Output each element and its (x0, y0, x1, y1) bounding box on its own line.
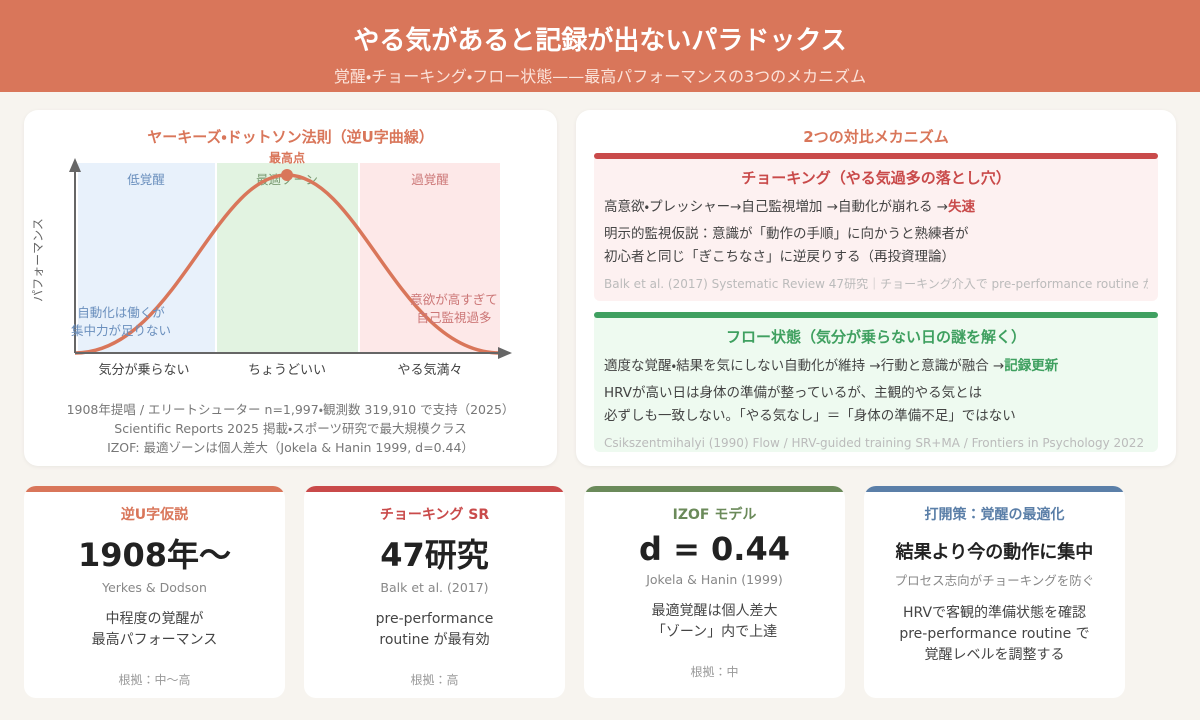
card-label: 打開策：覚醒の最適化 (924, 507, 1065, 523)
zone (217, 163, 358, 352)
summary-card: 逆U字仮説 1908年〜 Yerkes & Dodson 中程度の覚醒が 最高パフォーマ… (24, 486, 285, 698)
card-basis: 根拠：中〜高 (118, 673, 191, 687)
card-figure: 1908年〜 (77, 536, 232, 574)
emphasis: 記録更新 (1004, 358, 1059, 374)
x-label: 気分が乗らない (98, 362, 189, 378)
footnote: Scientific Reports 2025 掲載・スポーツ研究で最大規模クラ… (114, 421, 467, 436)
flow: 適度な覚醒・結果を気にしない自動化が維持 →行動と意識が融合 →記録更新 (604, 355, 1148, 378)
card-line: 最適覚醒は個人差大 (651, 603, 778, 619)
card-figure: 結果より今の動作に集中 (895, 542, 1094, 563)
arrow (69, 158, 81, 172)
card-line: 中程度の覚醒が (105, 611, 204, 627)
footnote: IZOF: 最適ゾーンは個人差大（Jokela & Hanin 1999, d=… (107, 440, 474, 455)
citation: Csikszentmihalyi (1990) Flow / HRV-guide… (604, 436, 1145, 450)
panel-title: 2つの対比メカニズム (803, 128, 949, 146)
card-bar (304, 486, 565, 492)
card-source: Balk et al. (2017) (380, 580, 489, 595)
card-line: HRVで客観的準備状態を確認 (902, 605, 1087, 621)
left-panel: ヤーキーズ・ドットソン法則（逆U字曲線） 低覚醒 最適ゾーン 過覚醒 最高点 パ… (24, 110, 557, 466)
mechanism-card: フロー状態（気分が乗らない日の謎を解く） 適度な覚醒・結果を気にしない自動化が維… (594, 312, 1158, 452)
card-bar (594, 153, 1158, 159)
line: HRVが高い日は身体の準備が整っているが、主観的やる気とは (604, 385, 983, 401)
flow: 高意欲・プレッシャー→自己監視増加 →自動化が崩れる →失速 (604, 196, 1148, 219)
note: 自動化は働くが (77, 305, 165, 320)
card-line: pre-performance routine で (899, 626, 1090, 642)
zone-label: 過覚醒 (411, 172, 449, 187)
card-basis: 根拠：中 (690, 665, 739, 679)
y-axis-label: パフォーマンス (31, 218, 45, 302)
card-figure: d = 0.44 (639, 530, 790, 568)
card-label: 逆U字仮説 (120, 507, 189, 523)
curve-diagram: 低覚醒 最適ゾーン 過覚醒 最高点 パフォーマンス 自動化は働くが 集中力が足り… (31, 150, 512, 378)
card-label: チョーキング SR (379, 507, 490, 523)
card-source: Jokela & Hanin (1999) (646, 572, 783, 587)
footnote: 1908年提唱 / エリートシューター n=1,997・観測数 319,910 … (66, 402, 515, 417)
card-title: フロー状態（気分が乗らない日の謎を解く） (725, 328, 1026, 346)
zone-label: 低覚醒 (127, 172, 165, 187)
peak-dot (281, 169, 293, 181)
line: 明示的監視仮説：意識が「動作の手順」に向かうと熟練者が (604, 226, 969, 242)
card-bar (584, 486, 845, 492)
card-label: IZOF モデル (672, 507, 757, 523)
subtitle: 覚醒・チョーキング・フロー状態——最高パフォーマンスの3つのメカニズム (333, 67, 867, 86)
card-bar (24, 486, 285, 492)
footnotes: 1908年提唱 / エリートシューター n=1,997・観測数 319,910 … (24, 400, 557, 457)
mechanism-card: チョーキング（やる気過多の落とし穴） 高意欲・プレッシャー→自己監視増加 →自動… (594, 153, 1158, 301)
summary-card: IZOF モデル d = 0.44 Jokela & Hanin (1999) 最適覚… (584, 486, 845, 698)
note: 集中力が足りない (71, 323, 171, 338)
card-line: routine が最有効 (379, 632, 490, 648)
card-line: 「ゾーン」内で上達 (651, 624, 778, 640)
note: 自己監視過多 (416, 310, 491, 325)
header: やる気があると記録が出ないパラドックス 覚醒・チョーキング・フロー状態——最高パ… (0, 0, 1200, 92)
title: やる気があると記録が出ないパラドックス (353, 26, 847, 56)
card-line: pre-performance (375, 611, 494, 627)
summary-card: チョーキング SR 47研究 Balk et al. (2017) pre-perfo… (304, 486, 565, 698)
line: 初心者と同じ「ぎこちなさ」に逆戻りする（再投資理論） (604, 249, 955, 265)
card-line: 最高パフォーマンス (91, 632, 218, 648)
card-title: チョーキング（やる気過多の落とし穴） (741, 169, 1011, 187)
card-bar (594, 312, 1158, 318)
card-line: 覚醒レベルを調整する (924, 647, 1065, 663)
note: 意欲が高すぎて (410, 292, 498, 307)
peak-label: 最高点 (269, 150, 305, 165)
card-source: プロセス志向がチョーキングを防ぐ (894, 573, 1095, 588)
panel-title: ヤーキーズ・ドットソン法則（逆U字曲線） (147, 128, 434, 146)
line: 必ずしも一致しない。「やる気なし」＝「身体の準備不足」ではない (604, 408, 1016, 424)
card-bar (864, 486, 1125, 492)
x-label: やる気満々 (397, 362, 462, 378)
card-source: Yerkes & Dodson (102, 580, 207, 595)
card-figure: 47研究 (380, 536, 489, 574)
flow-text: 適度な覚醒・結果を気にしない自動化が維持 →行動と意識が融合 → (604, 358, 1005, 374)
flow-text: 高意欲・プレッシャー→自己監視増加 →自動化が崩れる → (604, 199, 949, 215)
summary-card: 打開策：覚醒の最適化結果より今の動作に集中プロセス志向がチョーキングを防ぐ HRV… (864, 486, 1125, 698)
card-basis: 根拠：高 (410, 673, 459, 687)
right-panel: 2つの対比メカニズム チョーキング（やる気過多の落とし穴） 高意欲・プレッシャー… (576, 110, 1176, 466)
citation: Balk et al. (2017) Systematic Review 47研… (604, 277, 1148, 291)
x-label: ちょうどいい (248, 363, 326, 378)
arrow (498, 347, 512, 359)
emphasis: 失速 (948, 199, 976, 215)
